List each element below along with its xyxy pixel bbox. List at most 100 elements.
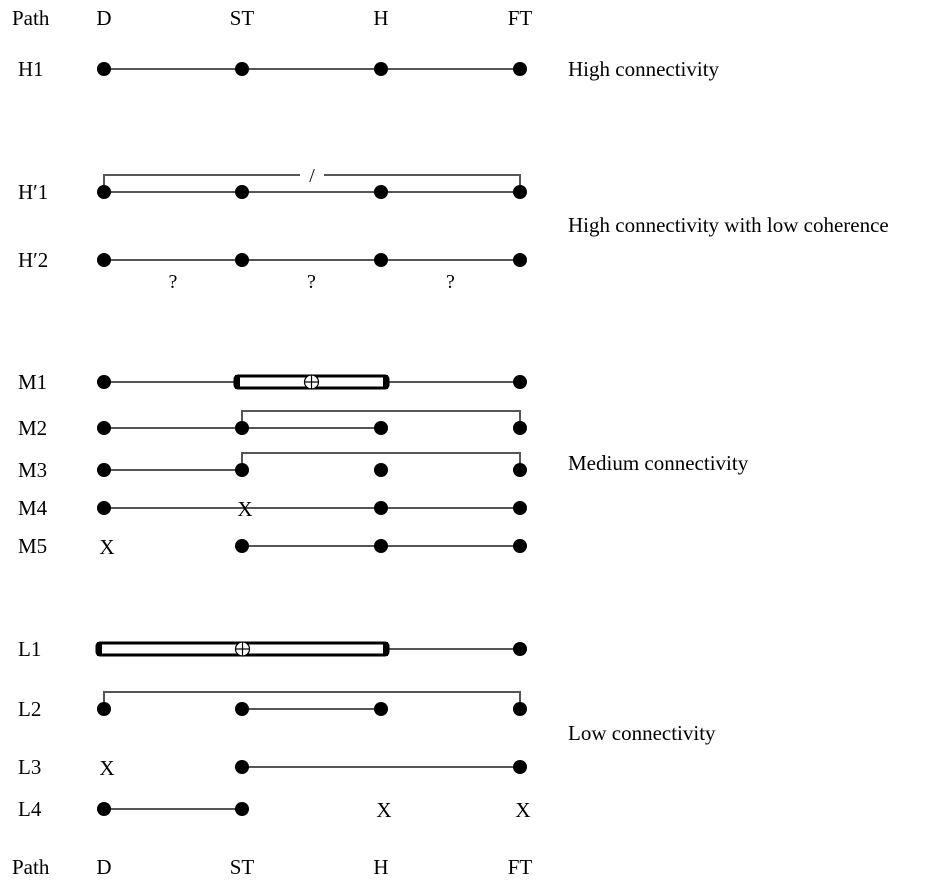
merged-segment-left-cap: [97, 642, 102, 656]
path-row-m3: M3: [18, 452, 527, 482]
node-ft: [513, 760, 527, 774]
node-ft: [513, 375, 527, 389]
node-d: [97, 501, 111, 515]
path-row-l2: L2: [18, 691, 527, 721]
node-h: [374, 253, 388, 267]
missing-node-d: X: [99, 756, 114, 780]
merged-segment-right-cap: [383, 375, 388, 389]
path-row-m2: M2: [18, 410, 527, 440]
footer-path-label: Path: [12, 855, 50, 879]
path-row-m1: M1: [18, 370, 527, 394]
group-low-caption: Low connectivity: [568, 721, 716, 745]
node-h: [374, 463, 388, 477]
missing-node-ft: X: [515, 798, 530, 822]
node-d: [97, 802, 111, 816]
arch-left: [103, 174, 300, 188]
node-st: [235, 539, 249, 553]
node-st: [235, 702, 249, 716]
header-column-ft: FT: [508, 6, 533, 30]
path-row-m5: M5 X: [18, 534, 527, 559]
merged-segment-left-cap: [235, 375, 240, 389]
arch-connection: [241, 410, 521, 424]
node-st: [235, 421, 249, 435]
arch-right: [324, 174, 521, 188]
node-st: [235, 253, 249, 267]
broken-link-mark: /: [309, 165, 315, 187]
group-high-low-coherence-caption: High connectivity with low coherence: [568, 213, 889, 237]
arch-connection: [241, 452, 521, 466]
path-label: M5: [18, 534, 47, 558]
arch-connection: [103, 691, 521, 705]
path-row-l4: L4 X X: [18, 797, 531, 822]
node-h: [374, 185, 388, 199]
footer-column-st: ST: [230, 855, 255, 879]
merged-segment: [233, 374, 390, 390]
node-st: [235, 760, 249, 774]
node-h: [374, 62, 388, 76]
node-h: [374, 702, 388, 716]
header-column-h: H: [373, 6, 388, 30]
uncertain-link-mark: ?: [169, 271, 178, 293]
node-ft: [513, 642, 527, 656]
node-d: [97, 421, 111, 435]
path-rows: H1 H′1 / H′2?? ? M1 M2 M3 M4 X M5 X L1 L2 L3 X L4 X X: [18, 57, 531, 822]
path-label: M2: [18, 416, 47, 440]
path-label: L3: [18, 755, 41, 779]
path-label: H1: [18, 57, 44, 81]
path-label: L4: [18, 797, 42, 821]
header-column-d: D: [96, 6, 111, 30]
path-label: M1: [18, 370, 47, 394]
group-high-caption: High connectivity: [568, 57, 720, 81]
node-d: [97, 185, 111, 199]
merge-symbol-icon: [234, 641, 251, 657]
node-d: [97, 463, 111, 477]
node-ft: [513, 501, 527, 515]
path-label: M3: [18, 458, 47, 482]
node-ft: [513, 702, 527, 716]
node-h: [374, 501, 388, 515]
footer-column-ft: FT: [508, 855, 533, 879]
merged-segment-right-cap: [383, 642, 388, 656]
node-st: [235, 802, 249, 816]
footer-column-h: H: [373, 855, 388, 879]
missing-node-h: X: [376, 798, 391, 822]
path-row-h1: H1: [18, 57, 527, 81]
path-row-hprime2: H′2???: [18, 248, 527, 293]
path-label: H′2: [18, 248, 48, 272]
node-d: [97, 375, 111, 389]
path-label: H′1: [18, 180, 48, 204]
header-path-label: Path: [12, 6, 50, 30]
path-label: L1: [18, 637, 41, 661]
group-medium-caption: Medium connectivity: [568, 451, 749, 475]
node-h: [374, 539, 388, 553]
uncertain-link-mark: ?: [307, 271, 316, 293]
footer-row: Path D ST H FT: [12, 855, 532, 879]
node-ft: [513, 62, 527, 76]
path-label: L2: [18, 697, 41, 721]
merged-segment: [95, 641, 390, 657]
node-ft: [513, 185, 527, 199]
node-ft: [513, 539, 527, 553]
node-ft: [513, 463, 527, 477]
uncertain-link-mark: ?: [446, 271, 455, 293]
group-captions: High connectivity High connectivity with…: [568, 57, 889, 745]
footer-column-d: D: [96, 855, 111, 879]
node-d: [97, 253, 111, 267]
node-st: [235, 463, 249, 477]
path-row-l1: L1: [18, 637, 527, 661]
header-column-st: ST: [230, 6, 255, 30]
header-row: Path D ST H FT: [12, 6, 532, 30]
missing-node-st: X: [237, 497, 252, 521]
path-label: M4: [18, 496, 48, 520]
merge-symbol-icon: [303, 374, 320, 390]
path-row-m4: M4 X: [18, 496, 527, 521]
node-ft: [513, 421, 527, 435]
path-row-hprime1: H′1 /: [18, 165, 527, 204]
node-h: [374, 421, 388, 435]
node-d: [97, 62, 111, 76]
node-st: [235, 185, 249, 199]
node-ft: [513, 253, 527, 267]
node-st: [235, 62, 249, 76]
missing-node-d: X: [99, 535, 114, 559]
